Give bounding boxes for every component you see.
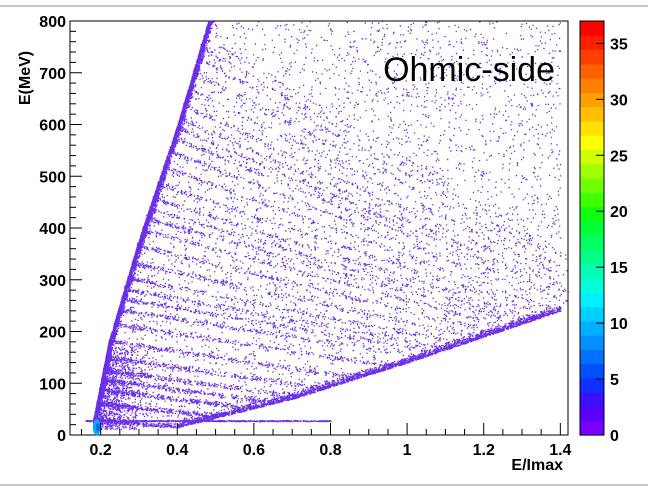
colorbar-segment [580, 249, 604, 265]
x-tick-label: 0.2 [90, 442, 112, 459]
colorbar-segment [580, 277, 604, 293]
x-tick-label: 0.4 [166, 442, 188, 459]
colorbar-segment [580, 306, 604, 322]
colorbar-segment [580, 178, 604, 193]
y-tick-label: 100 [39, 376, 66, 393]
y-tick-label: 400 [39, 221, 66, 238]
x-tick-label: 0.8 [319, 442, 341, 459]
colorbar-tick-label: 5 [610, 372, 619, 389]
colorbar-tick-label: 10 [610, 316, 628, 333]
y-tick-label: 800 [39, 14, 66, 31]
colorbar-segment [580, 406, 604, 422]
colorbar-segment [580, 149, 604, 165]
colorbar-tick-label: 20 [610, 204, 628, 221]
colorbar-segment [580, 120, 604, 136]
colorbar-tick-label: 35 [610, 36, 628, 53]
colorbar-segment [580, 206, 604, 222]
x-tick-label: 1.2 [473, 442, 495, 459]
y-tick-label: 300 [39, 273, 66, 290]
colorbar-segment [580, 320, 604, 336]
colorbar-tick-label: 30 [610, 92, 628, 109]
y-tick-label: 200 [39, 325, 66, 342]
x-tick-label: 1.4 [549, 442, 571, 459]
colorbar-frame [579, 20, 605, 436]
axes: 0.2 0.4 0.6 0.8 1 1.2 1.4 0 100 200 300 400 500 600 70… [39, 14, 571, 459]
colorbar-segment [580, 21, 604, 36]
colorbar-segment [580, 135, 604, 151]
colorbar-segment [580, 349, 604, 365]
colorbar-segment [580, 106, 604, 122]
colorbar-segment [580, 63, 604, 79]
y-tick-label: 0 [57, 428, 66, 445]
colorbar-segment [580, 235, 604, 251]
y-tick-label: 500 [39, 169, 66, 186]
hot-spot-core [95, 423, 100, 432]
x-axis-title: E/Imax [511, 457, 563, 474]
y-tick-label: 700 [39, 66, 66, 83]
y-tick-label: 600 [39, 118, 66, 135]
x-tick-label: 0.6 [243, 442, 265, 459]
colorbar-tick-label: 0 [610, 428, 619, 445]
y-axis-title: E(MeV) [17, 51, 34, 105]
colorbar: 0 5 10 15 20 25 30 35 [579, 20, 628, 445]
colorbar-segment [580, 192, 604, 208]
colorbar-segment [580, 35, 604, 51]
colorbar-tick-label: 25 [610, 148, 628, 165]
colorbar-segment [580, 92, 604, 108]
colorbar-segment [580, 49, 604, 65]
colorbar-segment [580, 220, 604, 236]
colorbar-segment [580, 292, 604, 308]
annotation-ohmic-side: Ohmic-side [383, 51, 555, 89]
colorbar-segment [580, 363, 604, 379]
plot-area: 0.2 0.4 0.6 0.8 1 1.2 1.4 0 100 200 300 400 500 600 70… [39, 14, 571, 459]
scatter-points [85, 21, 570, 436]
colorbar-tick-label: 15 [610, 260, 628, 277]
x-tick-label: 1 [403, 442, 412, 459]
colorbar-segment [580, 420, 604, 436]
colorbar-segment [580, 392, 604, 408]
colorbar-segment [580, 163, 604, 179]
colorbar-segment [580, 263, 604, 279]
colorbar-segment [580, 377, 604, 393]
colorbar-segment [580, 335, 604, 350]
colorbar-segment [580, 78, 604, 93]
